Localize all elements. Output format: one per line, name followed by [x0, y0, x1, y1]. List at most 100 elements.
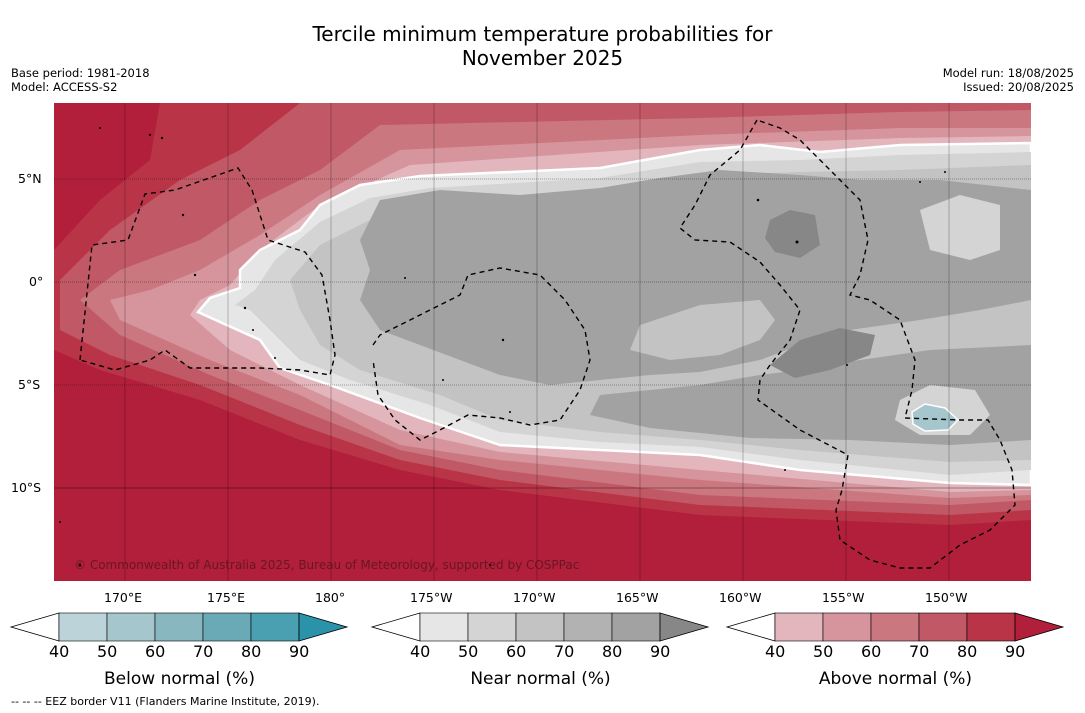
- model-run: Model run: 18/08/2025: [942, 66, 1074, 80]
- near-normal-90-patch-east: [770, 328, 875, 378]
- cb-tick: 40: [410, 642, 431, 661]
- island-dot: [944, 171, 946, 173]
- colorbar-near-min-arrow: [370, 612, 421, 642]
- colorbar-near-max-arrow: [659, 612, 710, 642]
- eez-footnote: -- -- -- EEZ border V11 (Flanders Marine…: [11, 695, 320, 708]
- model-name: Model: ACCESS-S2: [11, 80, 118, 94]
- lat-label-5n: 5°N: [18, 171, 42, 186]
- eez-border-kiribati-gilbert: [79, 167, 336, 376]
- lat-label-10s: 10°S: [11, 480, 42, 495]
- colorbar-below-segment: [106, 612, 156, 642]
- lat-label-0: 0°: [29, 274, 44, 289]
- island-dot: [160, 136, 164, 140]
- cb-tick: 40: [49, 642, 70, 661]
- colorbar-below-segment: [250, 612, 300, 642]
- island-dot: [243, 306, 247, 310]
- lat-label-5s: 5°S: [18, 377, 41, 392]
- island-markers: [59, 127, 946, 567]
- colorbar-above-segment: [870, 612, 920, 642]
- colorbar-above-segment: [918, 612, 968, 642]
- colorbar-above-segment: [822, 612, 872, 642]
- colorbar-near-segment: [563, 612, 613, 642]
- cb-tick: 80: [602, 642, 623, 661]
- lon-label-180: 180°: [315, 590, 346, 605]
- colorbar-near-segment: [419, 612, 469, 642]
- island-dot: [404, 277, 406, 279]
- lon-label-165w: 165°W: [616, 590, 659, 605]
- lon-label-170e: 170°E: [104, 590, 143, 605]
- lon-label-160w: 160°W: [719, 590, 762, 605]
- colorbar-below-segment: [58, 612, 108, 642]
- island-dot: [784, 469, 786, 471]
- cb-tick: 90: [650, 642, 671, 661]
- eez-borders: [79, 119, 1016, 569]
- colorbar-near-segment: [467, 612, 517, 642]
- island-dot: [148, 133, 152, 137]
- cb-tick: 80: [241, 642, 262, 661]
- lon-label-175w: 175°W: [410, 590, 453, 605]
- colorbar-below-min-arrow: [9, 612, 60, 642]
- colorbars: [9, 612, 1065, 642]
- near-normal-60-light-patch-east: [920, 195, 1000, 260]
- colorbar-near-segment: [611, 612, 661, 642]
- island-dot: [509, 411, 511, 413]
- island-dot: [488, 563, 492, 567]
- cb-tick: 70: [193, 642, 214, 661]
- eez-border-line-islands: [679, 119, 1016, 569]
- island-dot: [193, 273, 197, 277]
- chart-title: Tercile minimum temperature probabilitie…: [0, 22, 1085, 70]
- colorbar-below-segment: [202, 612, 252, 642]
- lon-label-150w: 150°W: [925, 590, 968, 605]
- island-dot: [78, 563, 82, 567]
- cb-tick: 50: [458, 642, 479, 661]
- near-normal-80-region-main: [360, 170, 1031, 385]
- meta-right: Model run: 18/08/2025 Issued: 20/08/2025: [943, 66, 1074, 94]
- cb-tick: 60: [145, 642, 166, 661]
- island-dot: [919, 181, 921, 183]
- colorbar-label-below: Below normal (%): [104, 669, 255, 689]
- island-dot: [274, 357, 276, 359]
- island-dot: [846, 364, 848, 366]
- colorbar-above-segment: [774, 612, 824, 642]
- lon-label-155w: 155°W: [822, 590, 865, 605]
- cb-tick: 70: [554, 642, 575, 661]
- meta-left: Base period: 1981-2018 Model: ACCESS-S2: [11, 66, 150, 94]
- title-line-1: Tercile minimum temperature probabilitie…: [312, 22, 773, 46]
- base-period: Base period: 1981-2018: [11, 66, 150, 80]
- island-dot: [442, 379, 444, 381]
- cb-tick: 80: [957, 642, 978, 661]
- colorbar-near-segment: [515, 612, 565, 642]
- island-dot: [756, 198, 760, 202]
- gridlines-lon: [124, 103, 950, 581]
- colorbar-label-above: Above normal (%): [818, 669, 973, 689]
- island-dot: [795, 240, 799, 244]
- cb-tick: 90: [1005, 642, 1026, 661]
- colorbar-below-segment: [154, 612, 204, 642]
- map-area: [54, 103, 1031, 581]
- cb-tick: 60: [861, 642, 882, 661]
- issued-date: Issued: 20/08/2025: [963, 80, 1074, 94]
- cb-tick: 50: [97, 642, 118, 661]
- cb-tick: 90: [289, 642, 310, 661]
- cb-tick: 50: [813, 642, 834, 661]
- near-normal-90-patch-north: [765, 210, 820, 258]
- colorbar-below-max-arrow: [298, 612, 349, 642]
- colorbar-label-near: Near normal (%): [470, 669, 611, 689]
- copyright-notice: © Commonwealth of Australia 2025, Bureau…: [74, 558, 580, 572]
- below-normal-50-patch: [911, 403, 960, 432]
- island-dot: [181, 213, 185, 217]
- colorbar-above-segment: [966, 612, 1016, 642]
- island-dot: [99, 127, 101, 129]
- cb-tick: 40: [765, 642, 786, 661]
- lon-label-170w: 170°W: [513, 590, 556, 605]
- title-line-2: November 2025: [461, 46, 624, 70]
- cb-tick: 70: [909, 642, 930, 661]
- lon-label-175e: 175°E: [207, 590, 246, 605]
- cb-tick: 60: [506, 642, 527, 661]
- island-dot: [59, 521, 61, 523]
- near-normal-70-patch-center: [630, 300, 775, 360]
- island-dot: [501, 338, 505, 342]
- colorbar-above-min-arrow: [725, 612, 776, 642]
- colorbar-above-max-arrow: [1014, 612, 1065, 642]
